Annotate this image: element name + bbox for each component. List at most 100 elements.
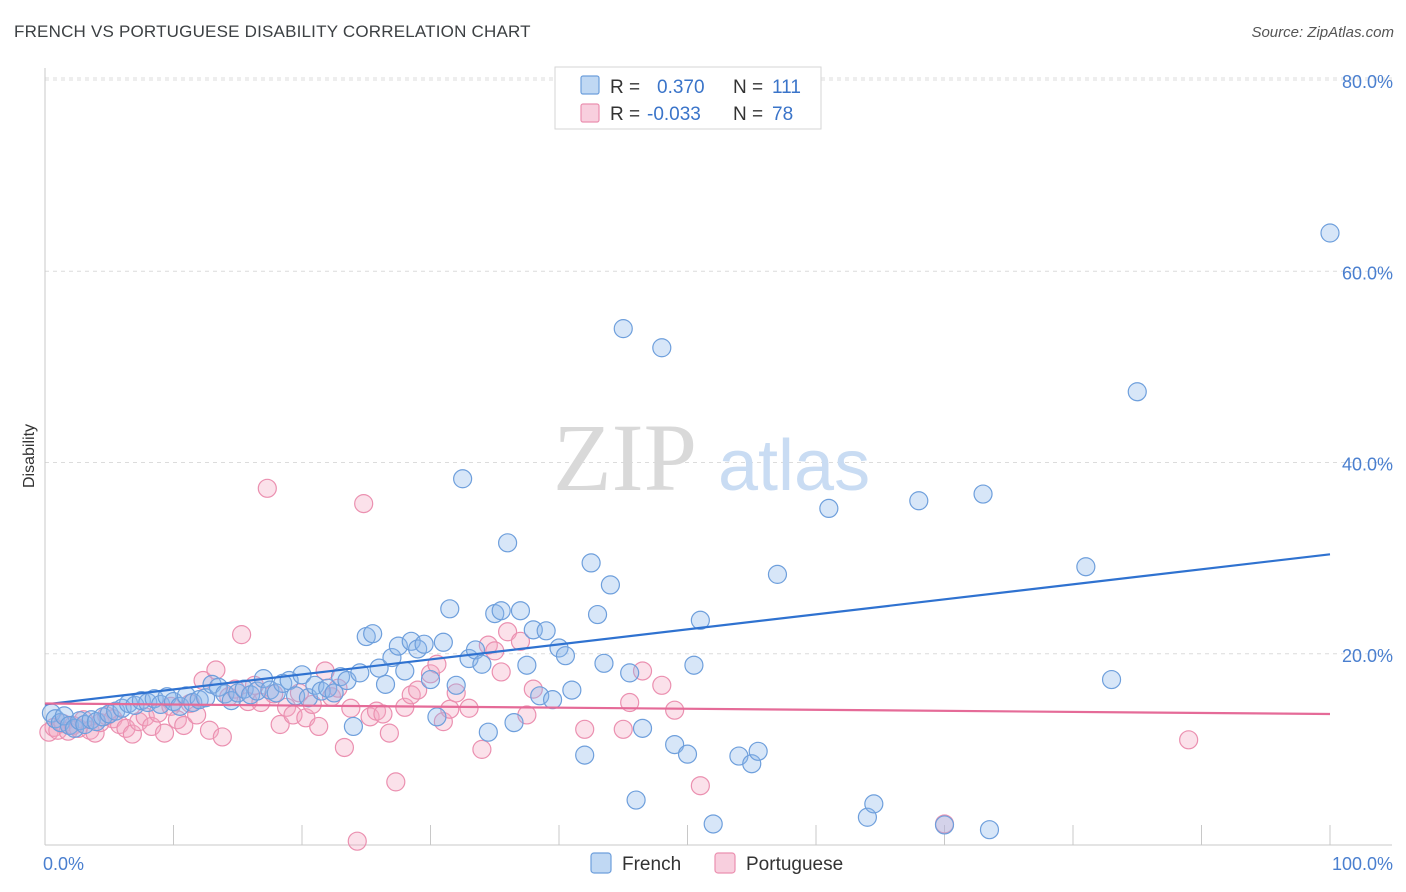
trend-line-french <box>44 553 1331 706</box>
french-point-57 <box>395 661 415 681</box>
legend-swatch-portuguese <box>580 103 600 123</box>
series-portuguese <box>39 478 1199 851</box>
portuguese-point-48 <box>334 737 355 758</box>
trend-lines <box>44 553 1331 716</box>
portuguese-point-23 <box>174 715 194 736</box>
french-point-4 <box>59 715 80 736</box>
french-point-100 <box>742 754 762 774</box>
french-point-52 <box>363 624 383 644</box>
portuguese-point-25 <box>187 705 207 725</box>
legend-n-label-french: N = <box>733 77 763 98</box>
trend-line-portuguese <box>44 702 1331 716</box>
french-point-96 <box>684 655 704 675</box>
french-point-78 <box>530 686 550 706</box>
watermark: ZIP atlas <box>553 404 870 511</box>
legend-n-label-portuguese: N = <box>733 104 763 125</box>
portuguese-point-78 <box>652 675 672 695</box>
portuguese-point-32 <box>232 625 252 645</box>
y-tick-label-2: 60.0% <box>1342 263 1393 283</box>
french-point-62 <box>427 707 447 727</box>
french-point-75 <box>510 601 531 621</box>
x-tick-label-0: 0.0% <box>43 854 84 874</box>
legend-n-value-french: 111 <box>772 77 801 98</box>
french-point-85 <box>581 553 601 573</box>
legend-r-value-portuguese: -0.033 <box>647 104 701 125</box>
portuguese-point-59 <box>408 680 428 700</box>
french-point-113 <box>1320 223 1340 243</box>
french-point-87 <box>594 653 614 673</box>
french-point-82 <box>555 646 576 666</box>
y-tick-labels: 20.0% 40.0% 60.0% 80.0% <box>1342 72 1393 666</box>
french-point-73 <box>498 533 518 553</box>
portuguese-point-49 <box>341 698 361 718</box>
french-point-105 <box>864 794 884 814</box>
french-point-101 <box>748 741 768 761</box>
french-point-55 <box>382 647 402 668</box>
french-point-63 <box>433 632 453 652</box>
french-point-98 <box>703 814 723 834</box>
portuguese-point-38 <box>270 714 290 735</box>
french-point-106 <box>909 491 929 511</box>
portuguese-point-69 <box>491 662 511 682</box>
series-legend: French Portuguese <box>590 852 843 875</box>
french-point-93 <box>652 338 672 358</box>
series-legend-label-portuguese: Portuguese <box>746 854 843 875</box>
portuguese-point-50 <box>347 831 367 851</box>
french-point-80 <box>542 690 563 710</box>
french-point-90 <box>620 663 640 683</box>
french-point-111 <box>1101 669 1122 690</box>
french-point-69 <box>472 654 492 674</box>
french-point-76 <box>517 655 537 675</box>
portuguese-point-20 <box>154 723 175 743</box>
portuguese-point-65 <box>459 698 479 718</box>
chart-title: FRENCH VS PORTUGUESE DISABILITY CORRELAT… <box>14 22 531 41</box>
french-point-49 <box>343 716 363 737</box>
french-point-84 <box>575 745 595 765</box>
portuguese-point-29 <box>212 727 232 747</box>
french-point-3 <box>54 706 74 726</box>
french-point-72 <box>491 601 511 621</box>
portuguese-point-82 <box>1179 730 1199 750</box>
portuguese-point-75 <box>613 719 633 739</box>
french-point-46 <box>324 683 344 703</box>
x-tick-label-1: 100.0% <box>1332 854 1393 874</box>
portuguese-point-80 <box>690 776 710 796</box>
y-axis-title: Disability <box>21 424 38 488</box>
legend-swatch-french <box>580 75 600 95</box>
axes <box>44 68 1392 846</box>
portuguese-point-66 <box>472 739 492 759</box>
french-point-83 <box>562 680 582 700</box>
french-point-102 <box>767 564 788 584</box>
portuguese-point-56 <box>386 772 406 792</box>
legend-r-label-french: R = <box>610 77 640 98</box>
french-point-74 <box>504 712 524 733</box>
french-point-60 <box>414 634 434 654</box>
gridlines <box>45 77 1392 655</box>
portuguese-point-70 <box>498 622 518 642</box>
french-point-94 <box>665 734 685 755</box>
french-point-66 <box>453 469 473 489</box>
portuguese-point-76 <box>620 692 640 713</box>
portuguese-point-74 <box>575 719 595 739</box>
portuguese-point-44 <box>309 716 329 737</box>
french-point-64 <box>440 599 460 619</box>
french-point-37 <box>266 683 286 703</box>
french-point-97 <box>690 610 710 630</box>
french-point-95 <box>677 744 698 764</box>
portuguese-point-79 <box>665 700 685 720</box>
chart-source: Source: ZipAtlas.com <box>1251 24 1394 41</box>
french-point-86 <box>587 604 608 625</box>
french-point-109 <box>979 820 1000 840</box>
legend-r-label-portuguese: R = <box>610 104 640 125</box>
french-point-53 <box>369 658 389 678</box>
french-point-22 <box>170 696 190 716</box>
y-tick-label-0: 20.0% <box>1342 646 1393 666</box>
series-french <box>41 223 1340 840</box>
french-point-70 <box>478 722 498 742</box>
portuguese-point-71 <box>510 631 531 651</box>
french-point-89 <box>613 319 633 339</box>
french-point-61 <box>420 669 441 690</box>
portuguese-point-15 <box>122 724 142 744</box>
french-point-91 <box>626 790 646 810</box>
